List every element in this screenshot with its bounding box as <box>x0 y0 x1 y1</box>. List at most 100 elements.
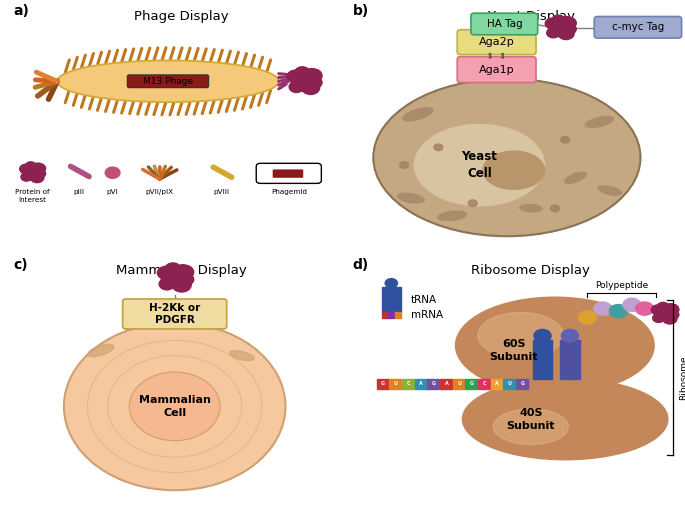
Text: Mammalian Display: Mammalian Display <box>116 264 247 277</box>
Text: pVIII: pVIII <box>214 189 229 195</box>
Text: 60S
Subunit: 60S Subunit <box>490 339 538 362</box>
Bar <box>453 379 464 389</box>
Circle shape <box>549 19 571 37</box>
Text: G: G <box>521 382 525 386</box>
Bar <box>395 311 401 318</box>
Circle shape <box>610 304 627 318</box>
Circle shape <box>434 144 443 150</box>
Bar <box>382 287 401 312</box>
Circle shape <box>20 164 32 173</box>
Ellipse shape <box>478 312 563 358</box>
Text: 40S
Subunit: 40S Subunit <box>507 407 555 431</box>
Circle shape <box>651 305 664 314</box>
Ellipse shape <box>493 409 569 444</box>
Circle shape <box>158 266 174 279</box>
Circle shape <box>308 77 322 88</box>
Bar <box>377 379 389 389</box>
Circle shape <box>105 167 120 178</box>
Circle shape <box>23 166 42 180</box>
Text: C: C <box>407 382 410 386</box>
Circle shape <box>30 172 44 182</box>
Text: Protein of
Interest: Protein of Interest <box>15 189 49 203</box>
Text: b): b) <box>353 4 369 18</box>
Text: G: G <box>432 382 436 386</box>
Circle shape <box>161 268 188 288</box>
Circle shape <box>667 310 679 319</box>
Text: U: U <box>457 382 461 386</box>
Circle shape <box>547 28 560 38</box>
Text: Phagemid: Phagemid <box>271 189 307 195</box>
Ellipse shape <box>597 185 622 196</box>
Bar <box>490 379 503 389</box>
Circle shape <box>176 265 189 274</box>
Circle shape <box>623 298 640 311</box>
Bar <box>516 379 528 389</box>
Ellipse shape <box>483 151 545 189</box>
Circle shape <box>64 323 286 490</box>
Text: c-myc Tag: c-myc Tag <box>612 22 664 33</box>
Text: c): c) <box>14 258 28 272</box>
Circle shape <box>560 136 569 143</box>
Circle shape <box>654 306 675 321</box>
Ellipse shape <box>462 378 668 460</box>
Circle shape <box>653 313 664 323</box>
Ellipse shape <box>564 172 587 184</box>
Text: Phage Display: Phage Display <box>134 10 229 23</box>
Text: Polypeptide: Polypeptide <box>595 281 648 291</box>
Text: a): a) <box>14 4 29 18</box>
Circle shape <box>288 70 303 82</box>
Circle shape <box>301 81 320 94</box>
FancyBboxPatch shape <box>127 75 208 87</box>
Text: tRNA: tRNA <box>411 295 437 305</box>
Ellipse shape <box>519 204 543 213</box>
Text: A: A <box>419 382 423 386</box>
Circle shape <box>551 205 559 211</box>
Circle shape <box>657 302 669 311</box>
Text: U: U <box>508 382 512 386</box>
Circle shape <box>172 277 191 292</box>
Circle shape <box>399 162 408 169</box>
FancyBboxPatch shape <box>594 16 682 38</box>
Circle shape <box>664 304 679 314</box>
Bar <box>427 379 440 389</box>
Bar <box>440 379 452 389</box>
Circle shape <box>159 278 175 290</box>
Text: U: U <box>394 382 398 386</box>
Text: G: G <box>381 382 385 386</box>
Circle shape <box>560 17 576 29</box>
Circle shape <box>534 329 551 342</box>
Ellipse shape <box>437 210 467 221</box>
Text: Ribosome Display: Ribosome Display <box>471 264 590 277</box>
Bar <box>389 379 401 389</box>
Circle shape <box>129 372 220 440</box>
Text: Mammalian
Cell: Mammalian Cell <box>139 395 210 418</box>
Circle shape <box>662 313 677 324</box>
Circle shape <box>33 163 42 170</box>
Circle shape <box>385 278 397 288</box>
Ellipse shape <box>414 124 545 206</box>
Bar <box>414 379 427 389</box>
Circle shape <box>561 329 578 342</box>
Bar <box>533 339 552 379</box>
Circle shape <box>666 304 675 311</box>
Circle shape <box>552 15 565 25</box>
Text: C: C <box>483 382 486 386</box>
Circle shape <box>178 274 194 285</box>
FancyBboxPatch shape <box>458 29 536 54</box>
Text: Yeast
Cell: Yeast Cell <box>462 150 497 180</box>
Bar <box>478 379 490 389</box>
Ellipse shape <box>229 351 254 361</box>
Circle shape <box>175 265 194 279</box>
Circle shape <box>306 69 317 78</box>
FancyBboxPatch shape <box>273 170 303 178</box>
Text: pVII/pIX: pVII/pIX <box>145 189 173 195</box>
Ellipse shape <box>456 297 654 394</box>
FancyBboxPatch shape <box>458 57 536 82</box>
Circle shape <box>469 200 477 206</box>
Circle shape <box>561 17 572 25</box>
Ellipse shape <box>88 344 114 357</box>
Text: G: G <box>470 382 474 386</box>
Bar <box>503 379 515 389</box>
Circle shape <box>25 162 36 170</box>
Circle shape <box>304 69 322 83</box>
